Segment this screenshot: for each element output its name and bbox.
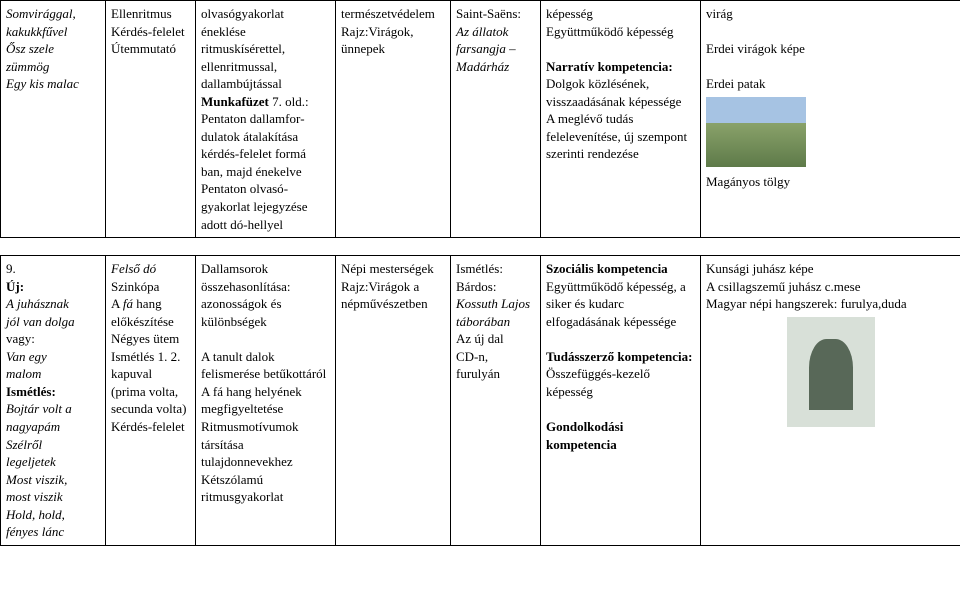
text: Új:A juhásznak jól van dolgavagy:Van egy… bbox=[6, 278, 84, 541]
cell-topic: Népi mesterségekRajz:Virágok a népművé­s… bbox=[336, 256, 451, 546]
text: képességEgyüttműködő képességNarratív ko… bbox=[546, 6, 687, 161]
text: Népi mesterségekRajz:Virágok a népművé­s… bbox=[341, 261, 434, 311]
row-number: 9. bbox=[6, 260, 24, 278]
cell-number-songs: 9. Új:A juhásznak jól van dolgavagy:Van … bbox=[1, 256, 106, 546]
cell-rhythm: EllenritmusKérdés-feleletÚtemmutató bbox=[106, 1, 196, 238]
text: virág bbox=[706, 6, 733, 21]
cell-images: virág Erdei virágok képe Erdei patak Mag… bbox=[701, 1, 960, 238]
text: Magányos tölgy bbox=[706, 174, 790, 189]
text: Kunsági juhász képeA csillagszemű juhász… bbox=[706, 261, 907, 311]
shepherd-image bbox=[787, 317, 875, 427]
cell-songs: Somvirággal, kakukkfűvelŐsz szele zümmög… bbox=[1, 1, 106, 238]
cell-exercise: olvasógyakorlat éneklése ritmuskísérette… bbox=[196, 1, 336, 238]
text: Szociális kompetenciaEgyüttműködő képess… bbox=[546, 261, 693, 451]
cell-music: Ismétlés:Bárdos:Kossuth Lajos táborábanA… bbox=[451, 256, 541, 546]
cell-music: Saint-Saëns:Az állatok farsangja – Madár… bbox=[451, 1, 541, 238]
text: Saint-Saëns:Az állatok farsangja – Madár… bbox=[456, 6, 521, 74]
text: természetvéde­lemRajz:Virágok, ünnepek bbox=[341, 6, 435, 56]
curriculum-table: Somvirággal, kakukkfűvelŐsz szele zümmög… bbox=[0, 0, 960, 546]
spacer-row bbox=[1, 238, 960, 256]
text: Erdei patak bbox=[706, 76, 766, 91]
text: Erdei virágok képe bbox=[706, 41, 805, 56]
text: Felső dóSzinkópaA fá hang előkészítéseNé… bbox=[111, 261, 186, 434]
table-row: Somvirággal, kakukkfűvelŐsz szele zümmög… bbox=[1, 1, 960, 238]
cell-competence: képességEgyüttműködő képességNarratív ko… bbox=[541, 1, 701, 238]
cell-topic: természetvéde­lemRajz:Virágok, ünnepek bbox=[336, 1, 451, 238]
table-row: 9. Új:A juhásznak jól van dolgavagy:Van … bbox=[1, 256, 960, 546]
text: Dallamsorok összehasonlítása: azonosságo… bbox=[201, 261, 326, 504]
landscape-image bbox=[706, 97, 806, 167]
text: olvasógyakorlat éneklése ritmuskísérette… bbox=[201, 6, 309, 232]
text: Somvirággal, kakukkfűvelŐsz szele zümmög… bbox=[6, 6, 79, 91]
cell-exercise: Dallamsorok összehasonlítása: azonosságo… bbox=[196, 256, 336, 546]
cell-images: Kunsági juhász képeA csillagszemű juhász… bbox=[701, 256, 960, 546]
cell-rhythm: Felső dóSzinkópaA fá hang előkészítéseNé… bbox=[106, 256, 196, 546]
text: EllenritmusKérdés-feleletÚtemmutató bbox=[111, 6, 185, 56]
cell-competence: Szociális kompetenciaEgyüttműködő képess… bbox=[541, 256, 701, 546]
text: Ismétlés:Bárdos:Kossuth Lajos táborábanA… bbox=[456, 261, 530, 381]
